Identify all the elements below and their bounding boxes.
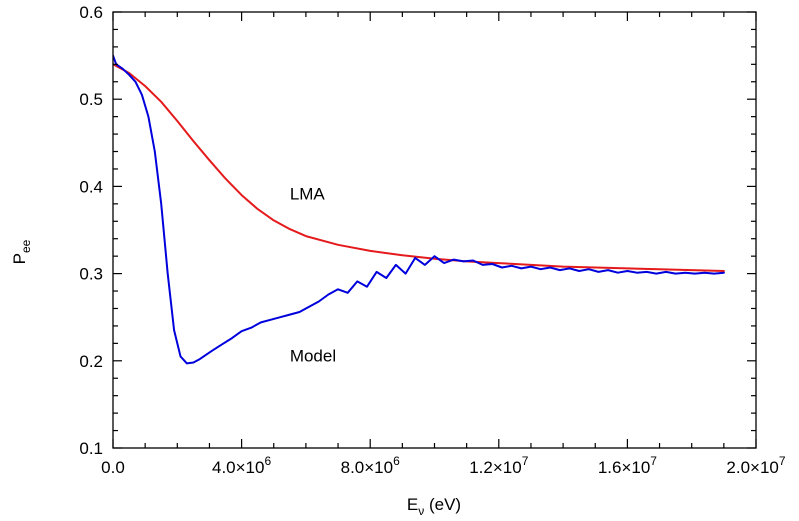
x-tick-label: 1.6×107 bbox=[598, 454, 657, 477]
series-line-lma bbox=[113, 63, 725, 272]
x-tick-label-exponent: 7 bbox=[650, 454, 657, 468]
y-axis-title: Pee bbox=[10, 239, 33, 264]
x-tick-label: 2.0×107 bbox=[726, 454, 785, 477]
series-layer bbox=[113, 54, 725, 365]
annotations: LMA Model bbox=[290, 184, 336, 365]
tick-labels: 0.0 4.0×106 8.0×106 1.2×107 1.6×107 2.0×1070.… bbox=[79, 3, 786, 477]
x-tick-label-mantissa: 1.6×10 bbox=[598, 458, 650, 477]
y-tick-label: 0.1 bbox=[79, 439, 103, 458]
y-axis-title-sub: ee bbox=[19, 239, 33, 253]
y-tick-label: 0.2 bbox=[79, 352, 103, 371]
x-tick-label: 0.0 bbox=[101, 458, 125, 477]
x-axis-title: Eν (eV) bbox=[407, 495, 461, 518]
y-tick-label: 0.4 bbox=[79, 177, 103, 196]
annotation-model: Model bbox=[290, 347, 336, 366]
x-tick-label-exponent: 7 bbox=[779, 454, 786, 468]
x-tick-label: 1.2×107 bbox=[469, 454, 528, 477]
x-tick-label-exponent: 6 bbox=[264, 454, 271, 468]
x-axis-title-rest: (eV) bbox=[424, 495, 461, 514]
ticks-layer bbox=[112, 11, 757, 449]
x-tick-label-mantissa: 8.0×10 bbox=[341, 458, 393, 477]
x-tick-label-mantissa: 4.0×10 bbox=[212, 458, 264, 477]
y-tick-label: 0.5 bbox=[79, 90, 103, 109]
plot-frame bbox=[112, 11, 757, 449]
y-axis-title-main: P bbox=[10, 253, 29, 264]
annotation-lma: LMA bbox=[290, 184, 326, 203]
x-tick-label: 4.0×106 bbox=[212, 454, 271, 477]
x-tick-label-mantissa: 2.0×10 bbox=[726, 458, 778, 477]
x-axis-title-main: E bbox=[407, 495, 418, 514]
x-tick-label-exponent: 7 bbox=[522, 454, 529, 468]
x-tick-label: 8.0×106 bbox=[341, 454, 400, 477]
y-tick-label: 0.6 bbox=[79, 3, 103, 22]
x-axis-title-sub: ν bbox=[418, 504, 424, 518]
x-tick-label-exponent: 6 bbox=[393, 454, 400, 468]
y-tick-label: 0.3 bbox=[79, 265, 103, 284]
series-line-model bbox=[113, 54, 725, 365]
x-tick-label-mantissa: 1.2×10 bbox=[469, 458, 521, 477]
